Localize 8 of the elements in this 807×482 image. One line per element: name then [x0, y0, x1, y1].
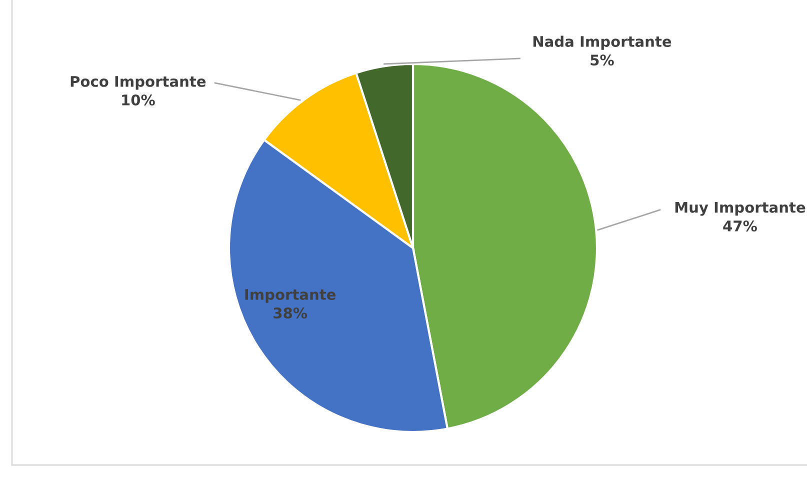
data-label: 38%: [274, 308, 308, 319]
slice-label: Muy Importante: [675, 202, 806, 216]
slice-label: Nada Importante: [533, 36, 672, 50]
slice-label: Importante: [245, 289, 336, 303]
slice-label: Poco Importante: [70, 76, 206, 90]
data-label: 5%: [590, 54, 614, 66]
data-label: 10%: [122, 94, 155, 106]
data-label: 47%: [723, 220, 757, 232]
